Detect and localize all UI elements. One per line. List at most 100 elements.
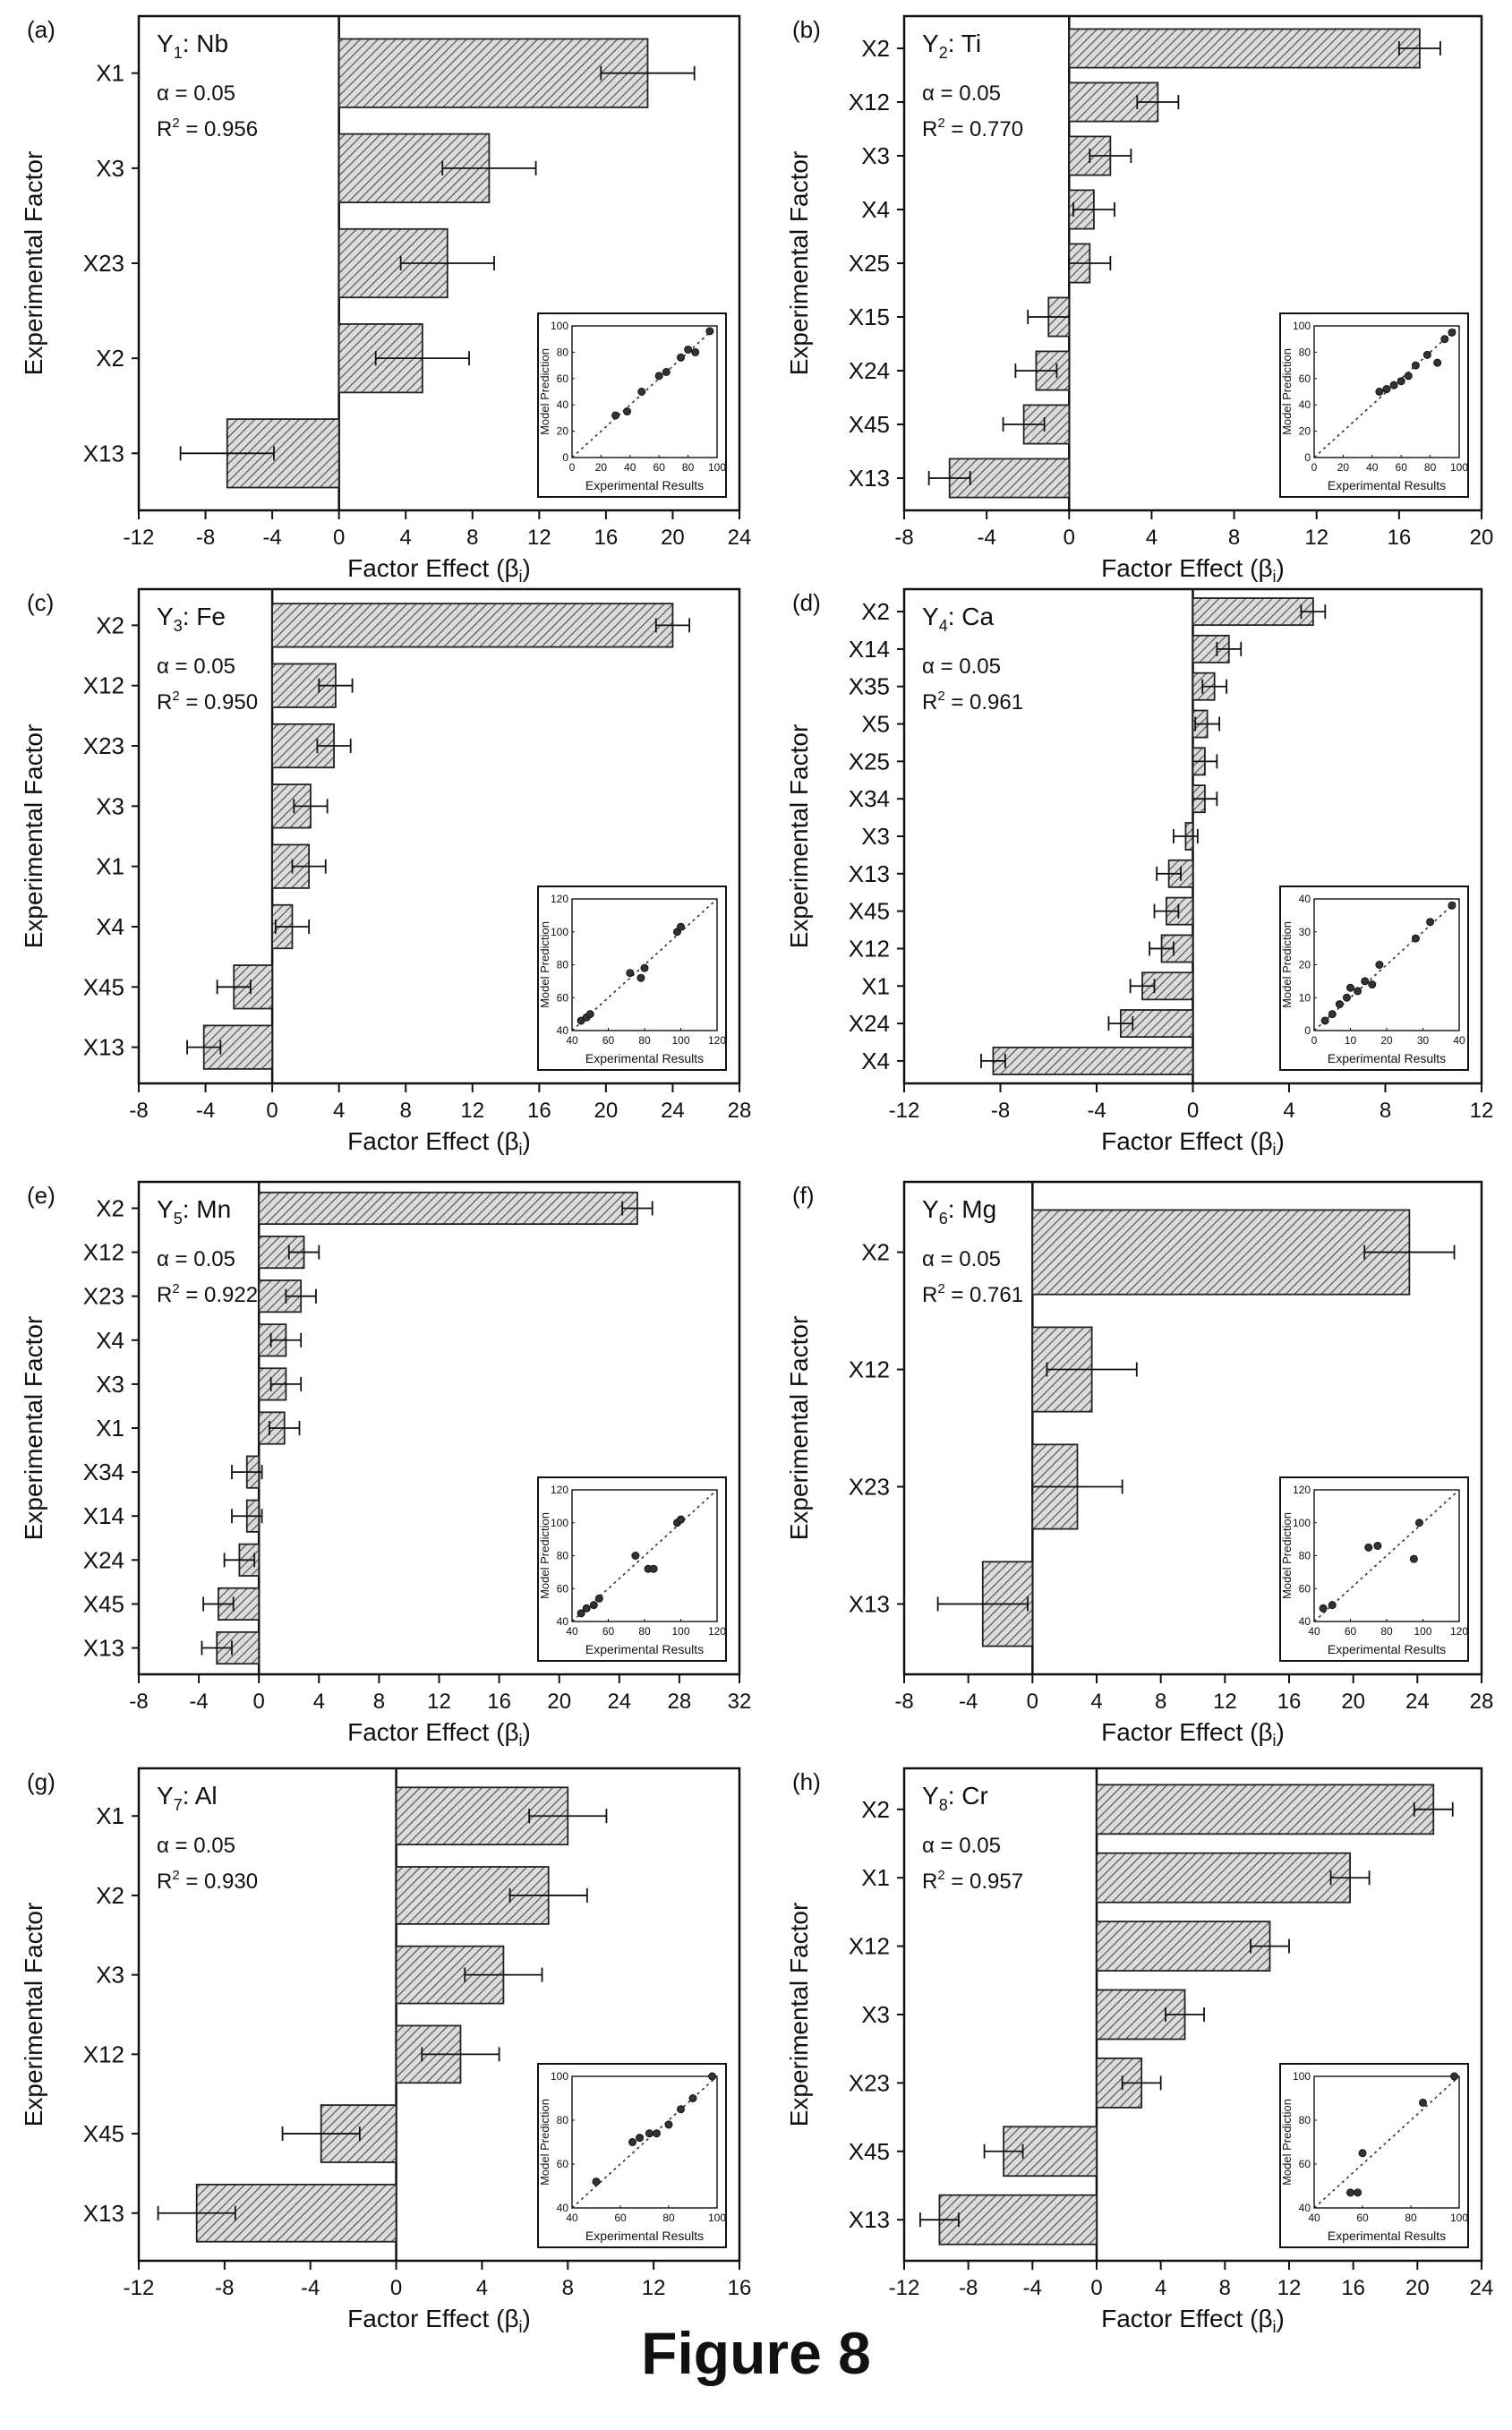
- x-axis-label-close: ): [523, 2305, 531, 2332]
- inset-identity-line: [1313, 898, 1460, 1031]
- inset-point: [1419, 2098, 1427, 2107]
- category-label: X2: [861, 1796, 890, 1823]
- r-squared-value: = 0.770: [945, 117, 1023, 141]
- inset-y-tick-label: 20: [1299, 959, 1311, 971]
- y-axis-label: Experimental Factor: [785, 1316, 813, 1541]
- r-squared-label: R2 = 0.761: [922, 1281, 1023, 1307]
- inset-point: [577, 1609, 585, 1618]
- category-label: X2: [96, 345, 124, 372]
- x-axis-label-subscript: i: [519, 1732, 523, 1750]
- inset-x-axis-label: Experimental Results: [1328, 1642, 1446, 1656]
- inset-y-tick-label: 80: [557, 2114, 569, 2126]
- inset-x-tick-label: 120: [1450, 1625, 1468, 1638]
- x-tick-label: 4: [313, 1690, 325, 1714]
- inset-point: [1397, 377, 1405, 386]
- inset-x-tick-label: 80: [638, 1034, 651, 1047]
- inset-point: [677, 353, 685, 362]
- category-label: X1: [96, 853, 124, 880]
- panel-letter: (c): [27, 589, 54, 616]
- inset-y-tick-label: 80: [1299, 346, 1311, 358]
- inset-x-tick-label: 20: [1337, 461, 1350, 474]
- x-tick-label: 8: [1155, 1690, 1166, 1714]
- inset-plot-area: [571, 2075, 718, 2209]
- y-axis-label: Experimental Factor: [785, 724, 813, 949]
- panel-e: X2 X12 X23 X4 X3 X1 X34 X14 X24 X45 X13 -8 -4 0 4 8 12 16…: [20, 1180, 751, 1750]
- inset-frame: [1279, 2063, 1469, 2248]
- x-tick-label: 4: [476, 2276, 488, 2300]
- inset-point: [1448, 901, 1456, 910]
- inset-x-tick-label: 100: [708, 461, 726, 474]
- inset-y-axis-label: Model Prediction: [1280, 1512, 1294, 1599]
- x-axis-label: Factor Effect (βi): [1101, 1718, 1285, 1750]
- x-tick-label: 24: [728, 526, 752, 550]
- bar-x13: [938, 2194, 1098, 2246]
- inset-point: [585, 1010, 594, 1019]
- alpha-label: α = 0.05: [157, 655, 235, 679]
- category-label: X3: [96, 792, 124, 819]
- inset-parity-plot: 00 20 20 40 40 60 60 80 80 100 100 Experimental Res…: [537, 312, 727, 498]
- inset-x-tick-label: 40: [1453, 1034, 1465, 1047]
- inset-y-tick-label: 100: [1293, 2070, 1311, 2083]
- x-tick-label: 12: [1277, 2276, 1302, 2300]
- inset-x-tick-label: 100: [671, 1034, 689, 1047]
- r-squared-value: = 0.961: [945, 690, 1023, 714]
- inset-frame: [537, 886, 727, 1071]
- category-label: X2: [96, 1194, 124, 1221]
- inset-x-tick-label: 20: [595, 461, 608, 474]
- x-tick-label: 12: [427, 1690, 451, 1714]
- category-label: X34: [83, 1459, 124, 1485]
- x-tick-label: 16: [487, 1690, 511, 1714]
- panel-title-element: : Fe: [183, 603, 226, 630]
- category-label: X14: [83, 1502, 124, 1529]
- x-tick-label: 16: [728, 2276, 752, 2300]
- category-label: X1: [96, 60, 124, 87]
- inset-y-tick-label: 100: [551, 2070, 568, 2083]
- x-tick-label: -8: [991, 1099, 1010, 1123]
- inset-x-axis-label: Experimental Results: [1328, 2229, 1446, 2243]
- panel-c: X2 X12 X23 X3 X1 X4 X45 X13 -8 -4 0 4 8 12 16 20 24 28 Fac…: [20, 587, 751, 1159]
- inset-x-tick-label: 40: [566, 1625, 578, 1638]
- inset-y-tick-label: 40: [557, 2202, 569, 2214]
- category-label: X1: [96, 1415, 124, 1442]
- x-tick-label: 8: [1228, 526, 1240, 550]
- inset-plot-area: [571, 325, 718, 458]
- y-axis-label: Experimental Factor: [20, 1903, 47, 2127]
- panel-letter: (g): [27, 1768, 56, 1795]
- inset-y-tick-label: 0: [1304, 451, 1311, 464]
- inset-point: [653, 2129, 661, 2138]
- category-label: X12: [83, 672, 124, 699]
- x-tick-label: 20: [547, 1690, 571, 1714]
- inset-point: [662, 367, 671, 376]
- r-squared-label: R2 = 0.950: [157, 689, 258, 714]
- inset-point: [637, 388, 646, 396]
- inset-x-tick-label: 80: [1424, 461, 1437, 474]
- x-tick-label: 4: [333, 1099, 345, 1123]
- x-tick-label: -4: [262, 526, 281, 550]
- category-label: X13: [849, 1590, 890, 1617]
- inset-point: [623, 407, 632, 416]
- inset-point: [684, 345, 693, 354]
- inset-x-tick-label: 20: [1380, 1034, 1393, 1047]
- panel-title-element: : Mg: [948, 1195, 996, 1223]
- panel-title: Y1: Nb: [157, 30, 228, 62]
- category-label: X23: [849, 1473, 890, 1500]
- x-axis-label-close: ): [1277, 1718, 1285, 1746]
- x-axis-label-subscript: i: [519, 2318, 523, 2336]
- inset-parity-plot: 00 20 20 40 40 60 60 80 80 100 100 Experimental Res…: [1279, 312, 1469, 498]
- x-tick-label: 4: [400, 526, 412, 550]
- category-label: X12: [83, 1239, 124, 1266]
- x-tick-label: -4: [196, 1099, 215, 1123]
- x-tick-label: 8: [1380, 1099, 1391, 1123]
- panel-title: Y7: Al: [157, 1782, 218, 1814]
- category-label: X24: [849, 357, 890, 384]
- figure-caption: Figure 8: [641, 2320, 871, 2386]
- inset-point: [640, 963, 649, 972]
- y-axis-label: Experimental Factor: [20, 724, 47, 949]
- inset-x-tick-label: 60: [602, 1034, 615, 1047]
- inset-x-tick-label: 100: [1450, 461, 1468, 474]
- alpha-label: α = 0.05: [922, 655, 1001, 679]
- inset-point: [636, 973, 645, 982]
